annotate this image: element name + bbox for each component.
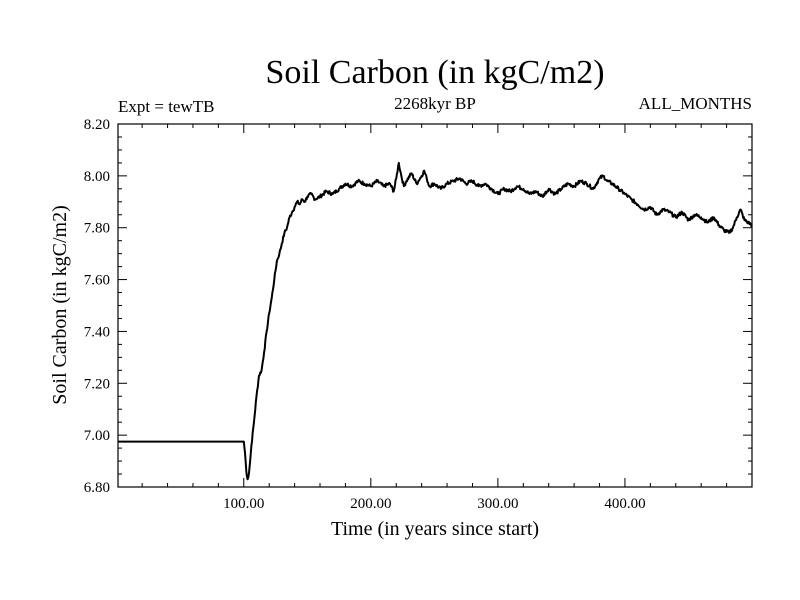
experiment-label: Expt = tewTB [118,97,214,116]
y-tick-label: 7.80 [84,221,110,237]
months-label: ALL_MONTHS [639,94,752,113]
x-tick-label: 400.00 [604,496,645,512]
y-tick-label: 7.40 [84,324,110,340]
y-tick-label: 8.20 [84,117,110,133]
x-axis-label: Time (in years since start) [331,518,539,540]
series-line-soil-carbon [117,161,753,481]
chart-title: Soil Carbon (in kgC/m2) [265,54,604,91]
x-tick-label: 300.00 [477,496,518,512]
y-tick-label: 7.60 [84,273,110,289]
chart-subtitle: 2268kyr BP [394,94,476,113]
y-tick-label: 7.20 [84,376,110,392]
y-tick-label: 6.80 [84,480,110,496]
y-axis-label: Soil Carbon (in kgC/m2) [49,205,71,404]
plot-frame [117,123,753,488]
x-tick-label: 100.00 [223,496,264,512]
y-tick-label: 7.00 [84,428,110,444]
y-tick-label: 8.00 [84,169,110,185]
x-tick-label: 200.00 [350,496,391,512]
